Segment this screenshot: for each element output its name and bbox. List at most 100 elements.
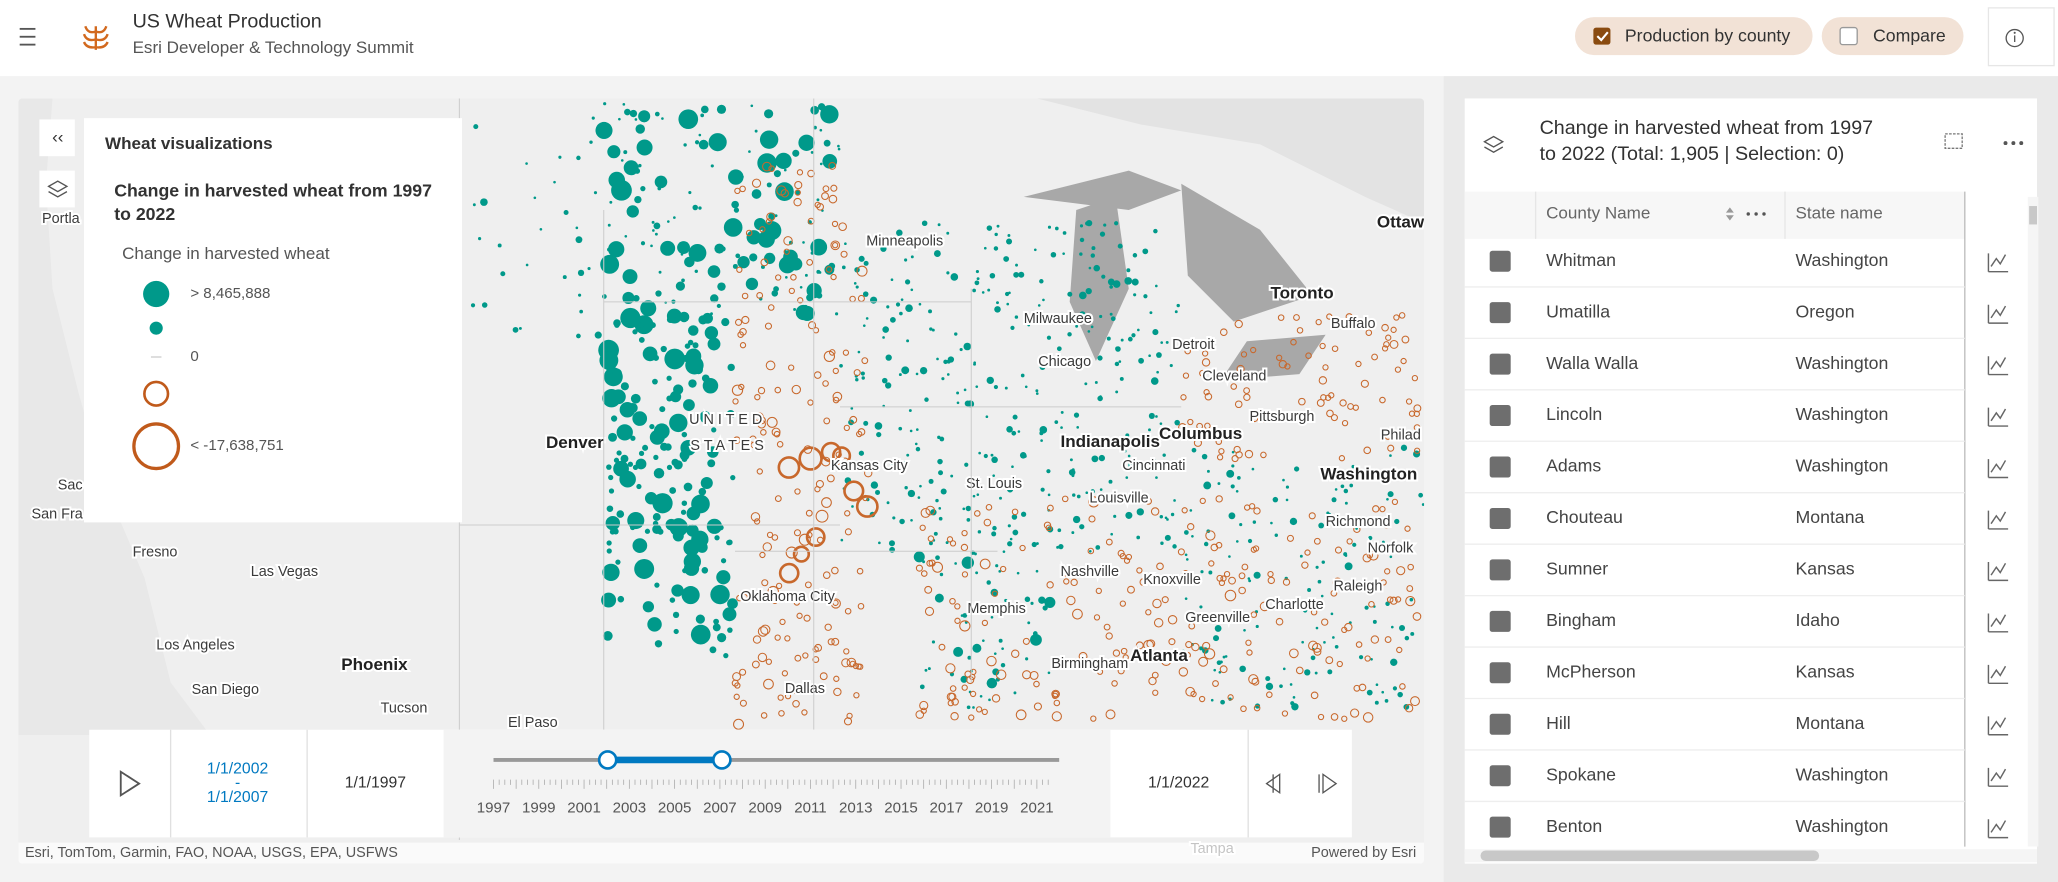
county-symbol bbox=[1120, 647, 1128, 655]
row-checkbox[interactable] bbox=[1489, 713, 1511, 735]
play-button[interactable] bbox=[119, 770, 141, 798]
row-chart-button[interactable] bbox=[1987, 716, 2009, 736]
county-symbol bbox=[1009, 537, 1013, 541]
row-chart-button[interactable] bbox=[1987, 407, 2009, 427]
county-symbol bbox=[840, 538, 844, 542]
year-label: 1997 bbox=[477, 799, 511, 816]
county-symbol bbox=[733, 436, 741, 445]
horizontal-scrollbar[interactable] bbox=[1480, 850, 1820, 862]
row-chart-button[interactable] bbox=[1987, 253, 2009, 273]
row-chart-button[interactable] bbox=[1987, 356, 2009, 376]
row-chart-button[interactable] bbox=[1987, 613, 2009, 633]
county-symbol bbox=[733, 693, 740, 700]
row-checkbox[interactable] bbox=[1489, 353, 1511, 375]
map-label: Buffalo bbox=[1331, 316, 1376, 332]
row-chart-button[interactable] bbox=[1987, 304, 2009, 324]
county-symbol bbox=[1199, 497, 1206, 505]
previous-button[interactable] bbox=[1265, 773, 1281, 795]
row-checkbox[interactable] bbox=[1489, 302, 1511, 324]
row-checkbox[interactable] bbox=[1489, 662, 1511, 684]
county-symbol bbox=[1079, 291, 1087, 300]
county-symbol bbox=[1246, 649, 1253, 656]
county-symbol bbox=[797, 297, 804, 304]
row-chart-button[interactable] bbox=[1987, 664, 2009, 685]
county-symbol bbox=[717, 282, 726, 291]
county-symbol bbox=[1109, 312, 1113, 316]
row-chart-button[interactable] bbox=[1987, 819, 2009, 839]
more-button[interactable] bbox=[2003, 141, 2024, 146]
county-symbol bbox=[966, 400, 975, 408]
toggle-production[interactable]: Production by county bbox=[1575, 17, 1813, 56]
county-symbol bbox=[1404, 548, 1409, 552]
county-symbol bbox=[1096, 668, 1104, 675]
county-symbol bbox=[993, 246, 999, 251]
county-symbol bbox=[919, 484, 922, 488]
county-symbol bbox=[620, 382, 629, 391]
county-symbol bbox=[1331, 345, 1339, 353]
county-symbol bbox=[1235, 612, 1239, 615]
county-symbol bbox=[478, 237, 482, 241]
map-label: Los Angeles bbox=[156, 638, 235, 654]
row-checkbox[interactable] bbox=[1489, 559, 1511, 581]
map-label: Denver bbox=[546, 433, 604, 452]
county-symbol bbox=[1105, 709, 1116, 720]
county-symbol bbox=[1228, 555, 1231, 558]
collapse-button[interactable]: ‹‹ bbox=[39, 119, 75, 157]
county-symbol bbox=[938, 516, 943, 521]
menu-button[interactable] bbox=[19, 27, 36, 46]
county-symbol bbox=[732, 263, 738, 269]
county-symbol bbox=[946, 373, 950, 376]
vertical-scrollbar[interactable] bbox=[2029, 206, 2037, 225]
county-symbol bbox=[707, 459, 716, 468]
next-button[interactable] bbox=[1318, 773, 1338, 795]
county-symbol bbox=[1339, 399, 1347, 407]
county-symbol bbox=[1217, 482, 1221, 485]
row-checkbox[interactable] bbox=[1489, 456, 1511, 478]
county-symbol bbox=[1085, 287, 1092, 295]
row-chart-button[interactable] bbox=[1987, 510, 2009, 530]
county-symbol bbox=[1320, 594, 1324, 598]
county-symbol bbox=[931, 328, 935, 332]
county-symbol bbox=[690, 624, 711, 645]
county-symbol bbox=[978, 451, 981, 455]
county-symbol bbox=[843, 648, 850, 655]
toggle-compare[interactable]: Compare bbox=[1821, 17, 1964, 56]
county-symbol bbox=[1032, 631, 1038, 636]
slider-thumb[interactable] bbox=[712, 750, 732, 770]
county-symbol bbox=[853, 692, 860, 699]
show-selected-button[interactable] bbox=[1944, 133, 1963, 149]
county-symbol bbox=[587, 266, 591, 271]
county-symbol bbox=[950, 712, 959, 721]
county-symbol bbox=[602, 563, 620, 582]
row-checkbox[interactable] bbox=[1489, 816, 1511, 838]
county-symbol bbox=[986, 376, 994, 385]
row-chart-button[interactable] bbox=[1987, 562, 2009, 582]
column-header[interactable]: County Name bbox=[1546, 203, 1650, 222]
county-symbol bbox=[792, 687, 799, 694]
slider-thumb[interactable] bbox=[597, 750, 618, 770]
county-symbol bbox=[823, 417, 831, 425]
row-checkbox[interactable] bbox=[1489, 250, 1511, 272]
row-checkbox[interactable] bbox=[1489, 405, 1511, 427]
row-chart-button[interactable] bbox=[1987, 459, 2009, 479]
county-symbol bbox=[671, 584, 684, 597]
info-button[interactable] bbox=[1987, 7, 2055, 67]
table-cell: Washington bbox=[1796, 764, 1889, 784]
county-symbol bbox=[655, 290, 662, 297]
row-checkbox[interactable] bbox=[1489, 610, 1511, 632]
row-chart-button[interactable] bbox=[1987, 767, 2009, 787]
county-symbol bbox=[627, 512, 645, 530]
county-symbol bbox=[759, 130, 779, 149]
row-checkbox[interactable] bbox=[1489, 507, 1511, 529]
county-symbol bbox=[1156, 562, 1164, 571]
column-header[interactable]: State name bbox=[1796, 203, 1883, 222]
county-symbol bbox=[830, 184, 838, 192]
county-symbol bbox=[885, 382, 892, 389]
county-symbol bbox=[1349, 483, 1354, 488]
county-symbol bbox=[654, 175, 668, 189]
county-symbol bbox=[876, 431, 882, 438]
layers-button[interactable] bbox=[39, 170, 75, 208]
row-checkbox[interactable] bbox=[1489, 765, 1511, 787]
county-symbol bbox=[1164, 534, 1171, 541]
county-symbol bbox=[1072, 493, 1076, 497]
